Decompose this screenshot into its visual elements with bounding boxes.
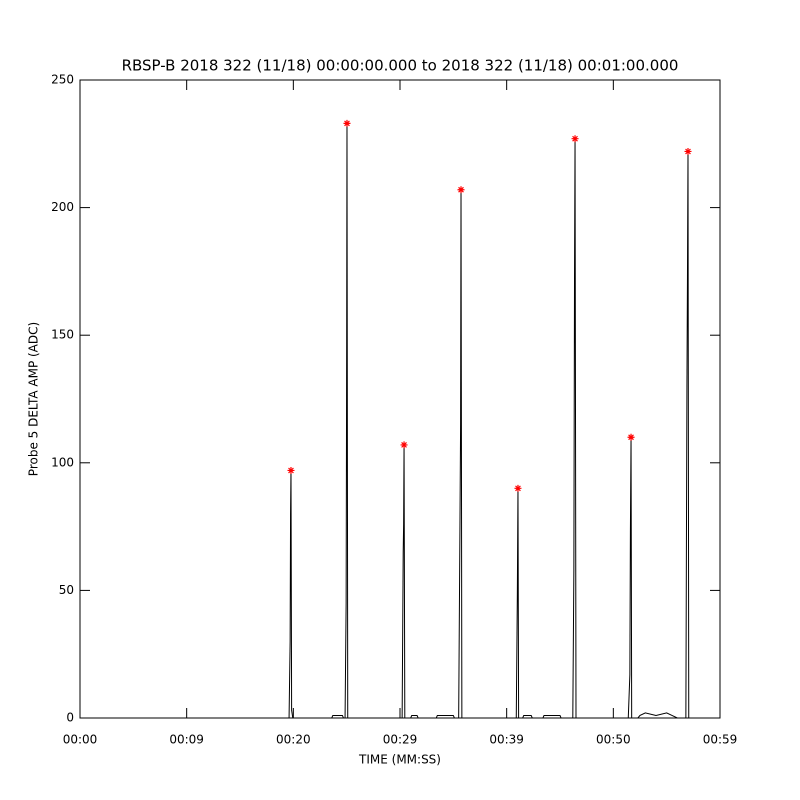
y-axis-label: Probe 5 DELTA AMP (ADC) — [27, 322, 41, 476]
peak-marker — [343, 119, 351, 127]
x-axis-label: TIME (MM:SS) — [358, 753, 441, 767]
x-tick-label: 00:00 — [63, 733, 98, 747]
peak-marker — [627, 433, 635, 441]
peak-marker — [400, 441, 408, 449]
x-tick-label: 00:59 — [703, 733, 738, 747]
x-tick-label: 00:39 — [489, 733, 524, 747]
chart-title: RBSP-B 2018 322 (11/18) 00:00:00.000 to … — [122, 57, 679, 75]
peak-marker — [287, 466, 295, 474]
y-tick-label: 250 — [51, 73, 74, 87]
peak-marker — [571, 135, 579, 143]
y-tick-label: 150 — [51, 328, 74, 342]
y-tick-label: 50 — [59, 583, 74, 597]
x-tick-label: 00:29 — [383, 733, 418, 747]
y-tick-label: 100 — [51, 455, 74, 469]
x-tick-label: 00:09 — [169, 733, 204, 747]
y-tick-label: 0 — [66, 711, 74, 725]
x-tick-label: 00:20 — [276, 733, 311, 747]
x-tick-label: 00:50 — [596, 733, 631, 747]
peak-marker — [457, 186, 465, 194]
peak-marker — [684, 147, 692, 155]
peak-marker — [514, 484, 522, 492]
data-line — [80, 123, 720, 719]
y-tick-label: 200 — [51, 200, 74, 214]
